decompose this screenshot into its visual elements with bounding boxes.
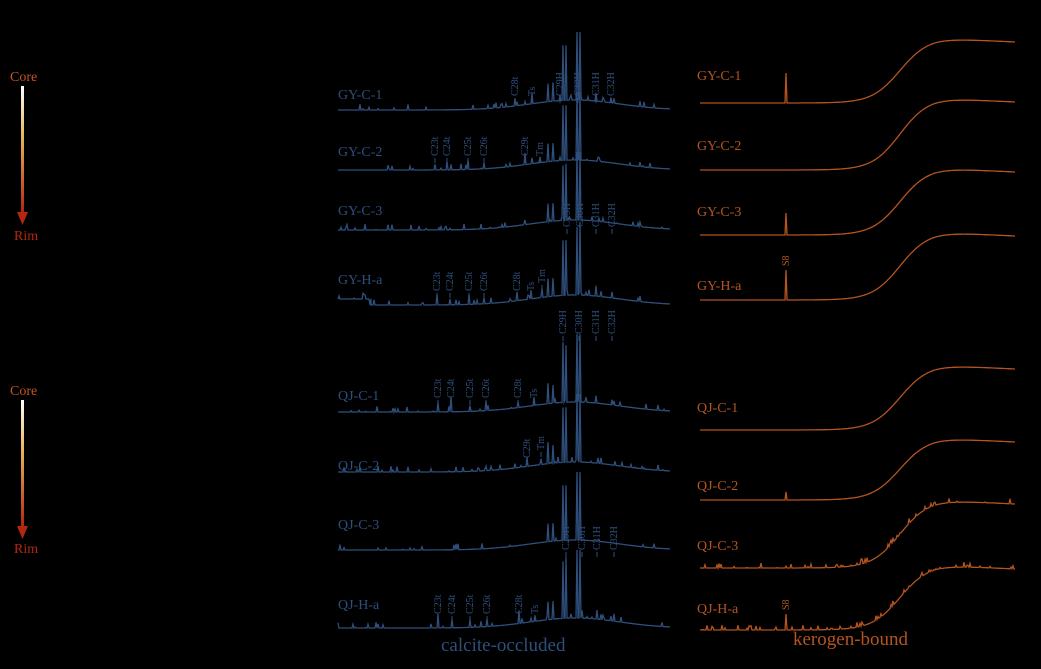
- chromatogram: [700, 560, 1015, 632]
- peak-label: Tm: [535, 142, 546, 156]
- rim-label: Rim: [14, 542, 38, 557]
- sample-label: QJ-C-3: [697, 539, 738, 554]
- peak-label: Tm: [537, 269, 548, 283]
- chromatogram: [700, 99, 1015, 171]
- peak-label: S8: [781, 599, 792, 610]
- peak-label: C26t: [482, 594, 493, 614]
- sample-label: GY-C-3: [338, 204, 382, 219]
- chromatogram: [337, 221, 671, 306]
- sample-label: GY-H-a: [338, 273, 383, 288]
- peak-label: C28t: [514, 594, 525, 614]
- arrow: [17, 212, 28, 225]
- chromatogram: [700, 439, 1015, 501]
- chromatogram: [338, 91, 671, 171]
- sample-label: QJ-C-2: [338, 459, 379, 474]
- peak-label: C23t: [432, 271, 443, 291]
- sample-label: QJ-H-a: [697, 602, 739, 617]
- peak-label: C29H: [561, 526, 572, 550]
- bar: [21, 400, 24, 526]
- peak-label: C25t: [463, 136, 474, 156]
- sample-label: QJ-C-3: [338, 518, 379, 533]
- peak-label: Ts: [526, 282, 537, 291]
- sample-label: GY-C-1: [697, 69, 741, 84]
- peak-label: C29t: [520, 136, 531, 156]
- peak-label: Ts: [530, 605, 541, 614]
- peak-label: C25t: [465, 594, 476, 614]
- gradient-bar: Core Rim: [10, 70, 38, 244]
- sample-label: GY-C-2: [338, 145, 382, 160]
- peak-label: C32H: [607, 310, 618, 334]
- peak-label: C26t: [479, 271, 490, 291]
- peak-label: C28t: [510, 76, 521, 96]
- peak-label: C31H: [592, 526, 603, 550]
- arrow: [17, 526, 28, 539]
- peak-label: C30H: [577, 526, 588, 550]
- chromatogram: [337, 549, 671, 630]
- chromatogram: [338, 333, 671, 415]
- peak-label: Ts: [529, 389, 540, 398]
- panel-label: kerogen-bound: [793, 629, 909, 650]
- chromatogram: [338, 151, 671, 232]
- chromatogram: [338, 31, 671, 111]
- peak-label: C24t: [445, 271, 456, 291]
- peak-label: C24t: [446, 378, 457, 398]
- peak-label: C30H: [574, 310, 585, 334]
- chromatogram: [700, 366, 1015, 431]
- sample-label: QJ-C-1: [338, 389, 379, 404]
- rim-label: Rim: [14, 229, 38, 244]
- panel-label: calcite-occluded: [441, 635, 566, 656]
- sample-label: QJ-C-1: [697, 401, 738, 416]
- peak-label: C31H: [591, 203, 602, 227]
- sample-label: GY-C-3: [697, 205, 741, 220]
- core-label: Core: [10, 70, 37, 85]
- peak-label: C32H: [609, 526, 620, 550]
- peak-label: C23t: [430, 136, 441, 156]
- chromatogram: [338, 393, 671, 474]
- chromatogram: [700, 233, 1015, 301]
- sample-label: QJ-C-2: [697, 479, 738, 494]
- chromatogram: [700, 169, 1015, 236]
- peak-label: C31H: [591, 72, 602, 96]
- peak-label: Tm: [536, 436, 547, 450]
- peak-label: C26t: [481, 378, 492, 398]
- chromatogram: [700, 39, 1015, 104]
- peak-label: C23t: [433, 378, 444, 398]
- peak-label: C29H: [558, 310, 569, 334]
- peak-label: C30H: [573, 72, 584, 96]
- peak-label: C24t: [442, 136, 453, 156]
- peak-label: C23t: [433, 594, 444, 614]
- chromatogram: [338, 471, 671, 551]
- peak-label: C30H: [575, 203, 586, 227]
- peak-label: C26t: [479, 136, 490, 156]
- peak-label: S8: [781, 255, 792, 266]
- peak-label: C29t: [522, 438, 533, 458]
- peak-label: C25t: [464, 271, 475, 291]
- peak-label: C32H: [607, 203, 618, 227]
- peak-label: C29H: [555, 72, 566, 96]
- peak-label: C29H: [562, 203, 573, 227]
- gradient-bar: Core Rim: [10, 384, 38, 557]
- bar: [21, 86, 24, 212]
- peak-label: C28t: [512, 271, 523, 291]
- core-label: Core: [10, 384, 37, 399]
- chromatogram: [700, 498, 1015, 571]
- peak-label: C31H: [591, 310, 602, 334]
- peak-label: C24t: [447, 594, 458, 614]
- sample-label: QJ-H-a: [338, 598, 380, 613]
- sample-label: GY-H-a: [697, 279, 742, 294]
- sample-label: GY-C-1: [338, 88, 382, 103]
- peak-label: C32H: [606, 72, 617, 96]
- sample-label: GY-C-2: [697, 139, 741, 154]
- peak-label: Ts: [527, 87, 538, 96]
- peak-label: C28t: [513, 378, 524, 398]
- peak-label: C25t: [465, 378, 476, 398]
